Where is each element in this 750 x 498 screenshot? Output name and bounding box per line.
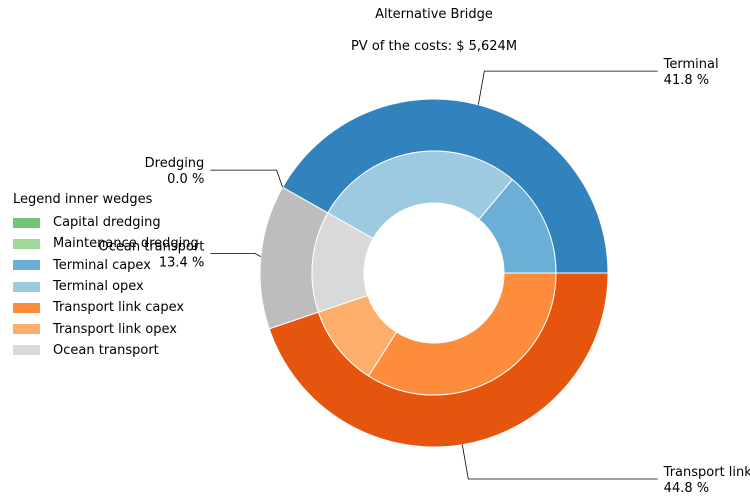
- legend-item-terminal-capex: Terminal capex: [13, 255, 199, 276]
- legend-items: Capital dredging Maintenance dredging Term…: [13, 212, 199, 361]
- chart-subtitle: PV of the costs: $ 5,624M: [351, 39, 517, 54]
- legend: Legend inner wedges Capital dredging Main…: [13, 191, 199, 361]
- inner-wedge-terminal-opex: [327, 150, 514, 240]
- slice-percent-ocean-transport: 13.4 %: [159, 255, 204, 270]
- leader-line-terminal: [477, 70, 658, 105]
- legend-swatch: [13, 260, 40, 271]
- legend-swatch: [13, 238, 40, 249]
- chart-title: Alternative Bridge: [375, 7, 493, 22]
- legend-swatch: [13, 324, 40, 335]
- slice-label-transport-link: Transport link: [663, 465, 750, 480]
- inner-ring: [311, 150, 557, 396]
- legend-item-transport-link-opex: Transport link opex: [13, 318, 199, 339]
- slice-label-dredging: Dredging: [145, 156, 205, 171]
- leader-line-transport-link: [461, 444, 658, 480]
- legend-label: Terminal opex: [53, 279, 144, 295]
- leader-line-ocean-transport: [210, 252, 261, 257]
- legend-label: Transport link capex: [53, 300, 185, 316]
- slice-percent-dredging: 0.0 %: [167, 172, 204, 187]
- slice-percent-terminal: 41.8 %: [664, 73, 709, 88]
- legend-label: Transport link opex: [53, 321, 177, 337]
- legend-item-ocean-transport: Ocean transport: [13, 340, 199, 361]
- legend-label: Capital dredging: [53, 215, 161, 231]
- legend-swatch: [13, 302, 40, 313]
- legend-swatch: [13, 345, 40, 356]
- slice-label-terminal: Terminal: [663, 57, 719, 72]
- leader-line-dredging: [210, 169, 283, 188]
- legend-item-transport-link-capex: Transport link capex: [13, 297, 199, 318]
- legend-swatch: [13, 217, 40, 228]
- legend-title: Legend inner wedges: [13, 192, 153, 207]
- legend-label: Terminal capex: [53, 257, 151, 273]
- slice-percent-transport-link: 44.8 %: [664, 481, 709, 496]
- legend-label: Maintenance dredging: [53, 236, 199, 252]
- legend-item-terminal-opex: Terminal opex: [13, 276, 199, 297]
- legend-swatch: [13, 281, 40, 292]
- slice-label-ocean-transport: Ocean transport: [99, 239, 205, 254]
- legend-item-capital-dredging: Capital dredging: [13, 212, 199, 233]
- outer-ring: [259, 98, 609, 448]
- inner-wedge-transport-link-capex: [367, 272, 557, 396]
- legend-item-maintenance-dredging: Maintenance dredging: [13, 233, 199, 254]
- legend-label: Ocean transport: [53, 342, 159, 358]
